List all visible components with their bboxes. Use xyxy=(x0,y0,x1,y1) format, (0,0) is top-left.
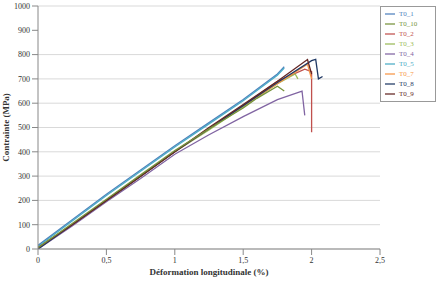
svg-text:400: 400 xyxy=(18,148,30,157)
svg-text:300: 300 xyxy=(18,172,30,181)
svg-text:900: 900 xyxy=(18,26,30,35)
svg-text:2: 2 xyxy=(310,256,314,265)
svg-text:100: 100 xyxy=(18,221,30,230)
svg-text:800: 800 xyxy=(18,50,30,59)
html-text:T0_7: T0_7 xyxy=(399,69,414,78)
svg-text:0: 0 xyxy=(36,256,40,265)
svg-text:0,5: 0,5 xyxy=(101,256,111,265)
html-text:T0_9: T0_9 xyxy=(399,89,414,98)
html-text:T0_10: T0_10 xyxy=(399,19,418,28)
html-text:T0_3: T0_3 xyxy=(399,39,414,48)
svg-text:Déformation longitudinale (%): Déformation longitudinale (%) xyxy=(150,267,269,277)
svg-text:2,5: 2,5 xyxy=(375,256,385,265)
svg-text:1,5: 1,5 xyxy=(238,256,248,265)
html-text:T0_5: T0_5 xyxy=(399,59,414,68)
html-text:T0_2: T0_2 xyxy=(399,29,414,38)
svg-text:1000: 1000 xyxy=(14,2,30,11)
svg-text:1: 1 xyxy=(173,256,177,265)
svg-text:0: 0 xyxy=(26,245,30,254)
svg-text:700: 700 xyxy=(18,75,30,84)
svg-text:500: 500 xyxy=(18,123,30,132)
html-text:T0_4: T0_4 xyxy=(399,49,414,58)
svg-text:200: 200 xyxy=(18,196,30,205)
svg-text:600: 600 xyxy=(18,99,30,108)
html-text:T0_8: T0_8 xyxy=(399,79,414,88)
html-text:T0_1: T0_1 xyxy=(399,9,414,18)
svg-text:Contrainte (MPa): Contrainte (MPa) xyxy=(8,93,11,162)
